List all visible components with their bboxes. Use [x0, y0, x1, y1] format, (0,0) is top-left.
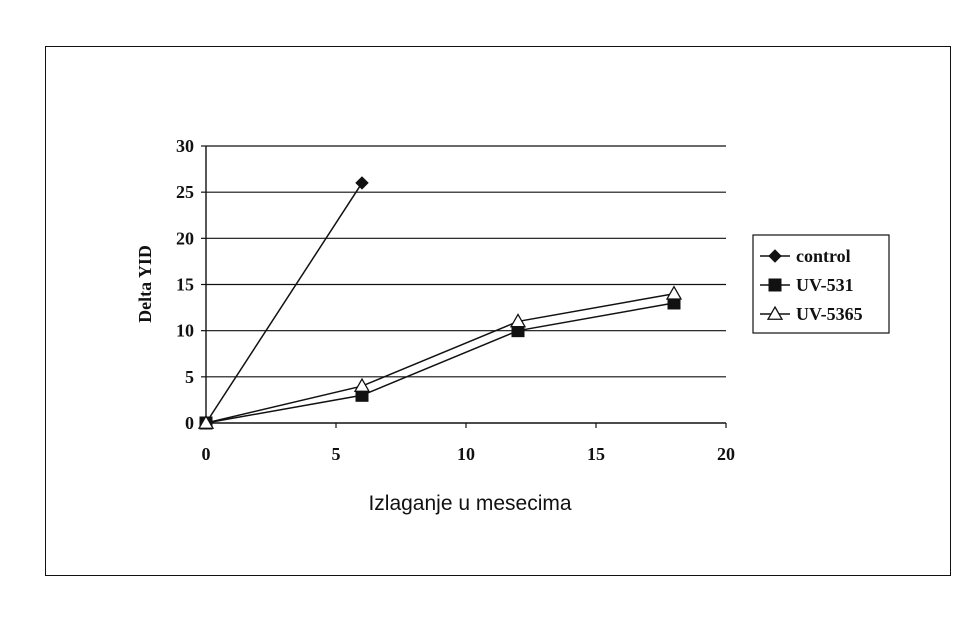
legend-marker-uv-5365: [766, 305, 784, 320]
legend-marker-uv-531: [768, 278, 782, 292]
series-uv-5365: [197, 285, 683, 429]
y-tick-label-25: 25: [176, 182, 194, 202]
point-uv-5365-3: [665, 285, 683, 300]
x-axis-label: Izlaganje u mesecima: [368, 492, 571, 515]
y-axis-label: Delta YID: [135, 245, 155, 323]
x-tick-label-10: 10: [457, 444, 475, 464]
series-uv-531: [199, 296, 681, 430]
y-tick-labels: 0 5 10 15 20 25 30: [176, 136, 194, 433]
x-tick-labels: 0 5 10 15 20: [202, 444, 736, 464]
series-line-uv-531: [205, 302, 675, 424]
y-tick-label-5: 5: [185, 367, 194, 387]
y-tick-label-0: 0: [185, 413, 194, 433]
legend-item-control: control: [760, 246, 851, 266]
point-control-1: [355, 176, 369, 190]
series-layer: [197, 176, 683, 430]
y-tick-label-30: 30: [176, 136, 194, 156]
legend: control UV-531 UV-5365: [752, 234, 890, 334]
point-uv-5365-1: [353, 377, 371, 392]
grid-lines: [206, 145, 726, 378]
x-tick-label-0: 0: [202, 444, 211, 464]
series-line-uv-5365: [205, 292, 675, 424]
legend-item-uv-531: UV-531: [760, 275, 854, 295]
legend-marker-control: [768, 249, 782, 263]
series-line-control: [205, 182, 363, 424]
x-tick-label-5: 5: [332, 444, 341, 464]
legend-item-uv-5365: UV-5365: [760, 304, 863, 324]
y-tick-label-20: 20: [176, 228, 194, 248]
legend-label-uv-5365: UV-5365: [796, 304, 863, 324]
x-tick-label-20: 20: [717, 444, 735, 464]
y-tick-label-10: 10: [176, 321, 194, 341]
axes: [201, 145, 727, 428]
y-tick-label-15: 15: [176, 275, 194, 295]
point-uv-5365-0: [197, 414, 215, 429]
legend-label-control: control: [796, 246, 851, 266]
legend-label-uv-531: UV-531: [796, 275, 854, 295]
x-tick-label-15: 15: [587, 444, 605, 464]
point-uv-5365-2: [509, 313, 527, 328]
